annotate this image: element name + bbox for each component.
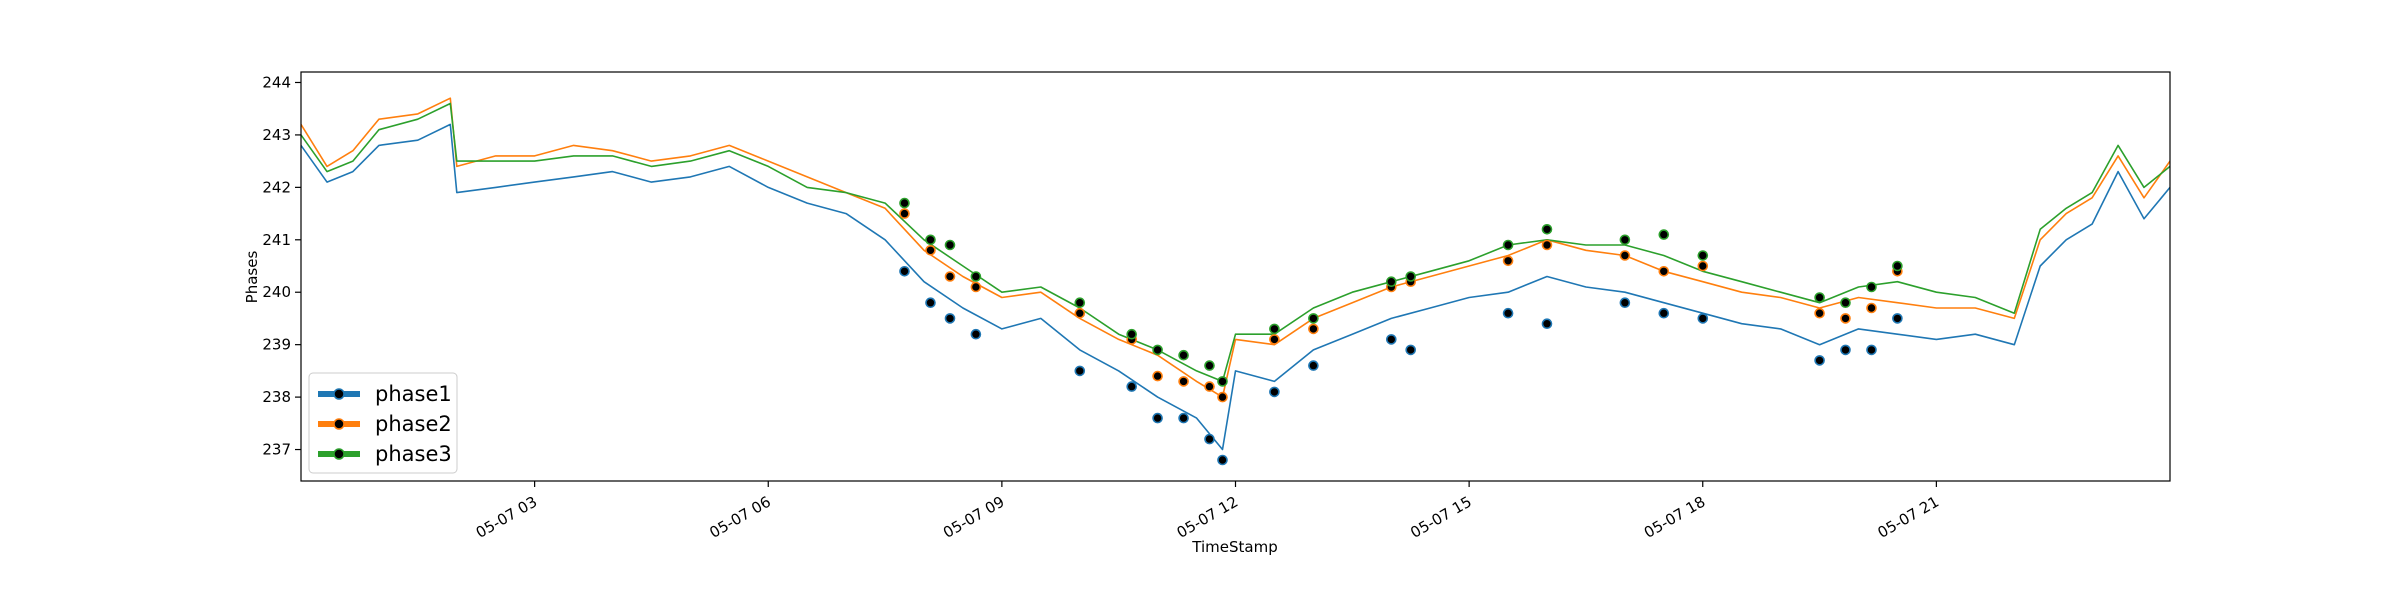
legend-marker-phase3 [333,448,345,460]
marker-phase2 [1152,370,1163,382]
marker-phase2 [1204,381,1215,392]
marker-phase2 [1658,265,1670,277]
y-axis-title: Phases [243,251,261,304]
marker-phase3 [1697,250,1709,261]
marker-phase1 [1126,381,1137,392]
marker-phase3 [1541,224,1553,235]
marker-phase2 [1308,323,1319,335]
marker-phase1 [970,328,982,340]
marker-phase1 [1619,297,1631,309]
marker-phase1 [1502,307,1514,319]
marker-phase1 [1074,365,1086,377]
marker-phase1 [1697,313,1709,324]
y-tick-label: 237 [262,441,291,459]
legend-box [308,372,458,474]
x-axis-title: TimeStamp [1191,538,1277,556]
marker-phase1 [899,265,910,277]
marker-phase1 [1866,344,1877,356]
marker-phase1 [1204,433,1215,445]
series-line-phase3 [301,102,2170,383]
legend-marker-phase1 [333,388,345,400]
marker-phase1 [1386,334,1397,345]
marker-phase3 [1892,260,1903,272]
marker-phase2 [1619,250,1631,261]
marker-phase2 [1074,307,1086,319]
legend: phase1 phase2 phase3 [308,372,458,474]
y-axis: 237 238 239 240 241 242 243 244 [262,73,301,459]
marker-phase1 [1152,412,1163,424]
marker-phase2 [1541,239,1553,251]
marker-phase3 [1074,297,1086,309]
marker-phase1 [1269,386,1280,398]
marker-phase3 [925,234,936,246]
marker-phase3 [1204,360,1215,371]
legend-label-phase1: phase1 [375,382,452,406]
y-tick-label: 244 [262,73,291,91]
marker-phase1 [1308,360,1319,371]
marker-phase1 [1541,318,1553,330]
marker-phase3 [1308,313,1319,324]
marker-phase3 [1814,292,1825,303]
marker-phase3 [1217,376,1228,387]
legend-label-phase2: phase2 [375,412,452,436]
marker-phase3 [899,197,910,209]
y-tick-label: 243 [262,126,291,144]
marker-phase2 [1269,334,1280,345]
legend-label-phase3: phase3 [375,442,452,466]
marker-phase3 [1866,281,1877,293]
marker-phase2 [1840,313,1851,324]
marker-phase2 [1178,376,1189,387]
legend-marker-phase2 [333,418,345,430]
marker-phase2 [1866,302,1877,314]
marker-phase2 [1697,260,1709,272]
series-line-phase1 [301,123,2170,451]
markers-layer [899,197,1903,466]
y-tick-label: 238 [262,388,291,406]
y-tick-label: 241 [262,231,291,249]
marker-phase2 [899,208,910,219]
marker-phase1 [1840,344,1851,356]
marker-phase2 [1502,255,1514,267]
marker-phase2 [970,281,982,293]
marker-phase3 [1178,349,1189,361]
marker-phase1 [925,297,936,309]
marker-phase1 [1217,454,1228,466]
marker-phase1 [1892,313,1903,324]
marker-phase3 [1405,271,1416,282]
y-tick-label: 240 [262,283,291,301]
series-line-phase2 [301,97,2170,398]
plot-area [301,97,2170,451]
marker-phase3 [1658,229,1670,240]
marker-phase3 [944,239,956,251]
marker-phase3 [1502,239,1514,251]
marker-phase3 [1269,323,1280,335]
marker-phase3 [1386,276,1397,288]
marker-phase1 [944,313,956,324]
marker-phase3 [1619,234,1631,246]
marker-phase3 [970,271,982,282]
marker-phase1 [1178,412,1189,424]
marker-phase2 [925,245,936,256]
marker-phase1 [1658,307,1670,319]
y-tick-label: 239 [262,336,291,354]
marker-phase1 [1405,344,1416,356]
marker-phase2 [1217,391,1228,403]
y-tick-label: 242 [262,178,291,196]
marker-phase3 [1126,328,1137,340]
marker-phase2 [944,271,956,282]
marker-phase3 [1840,297,1851,309]
marker-phase2 [1814,307,1825,319]
marker-phase3 [1152,344,1163,356]
marker-phase1 [1814,355,1825,366]
